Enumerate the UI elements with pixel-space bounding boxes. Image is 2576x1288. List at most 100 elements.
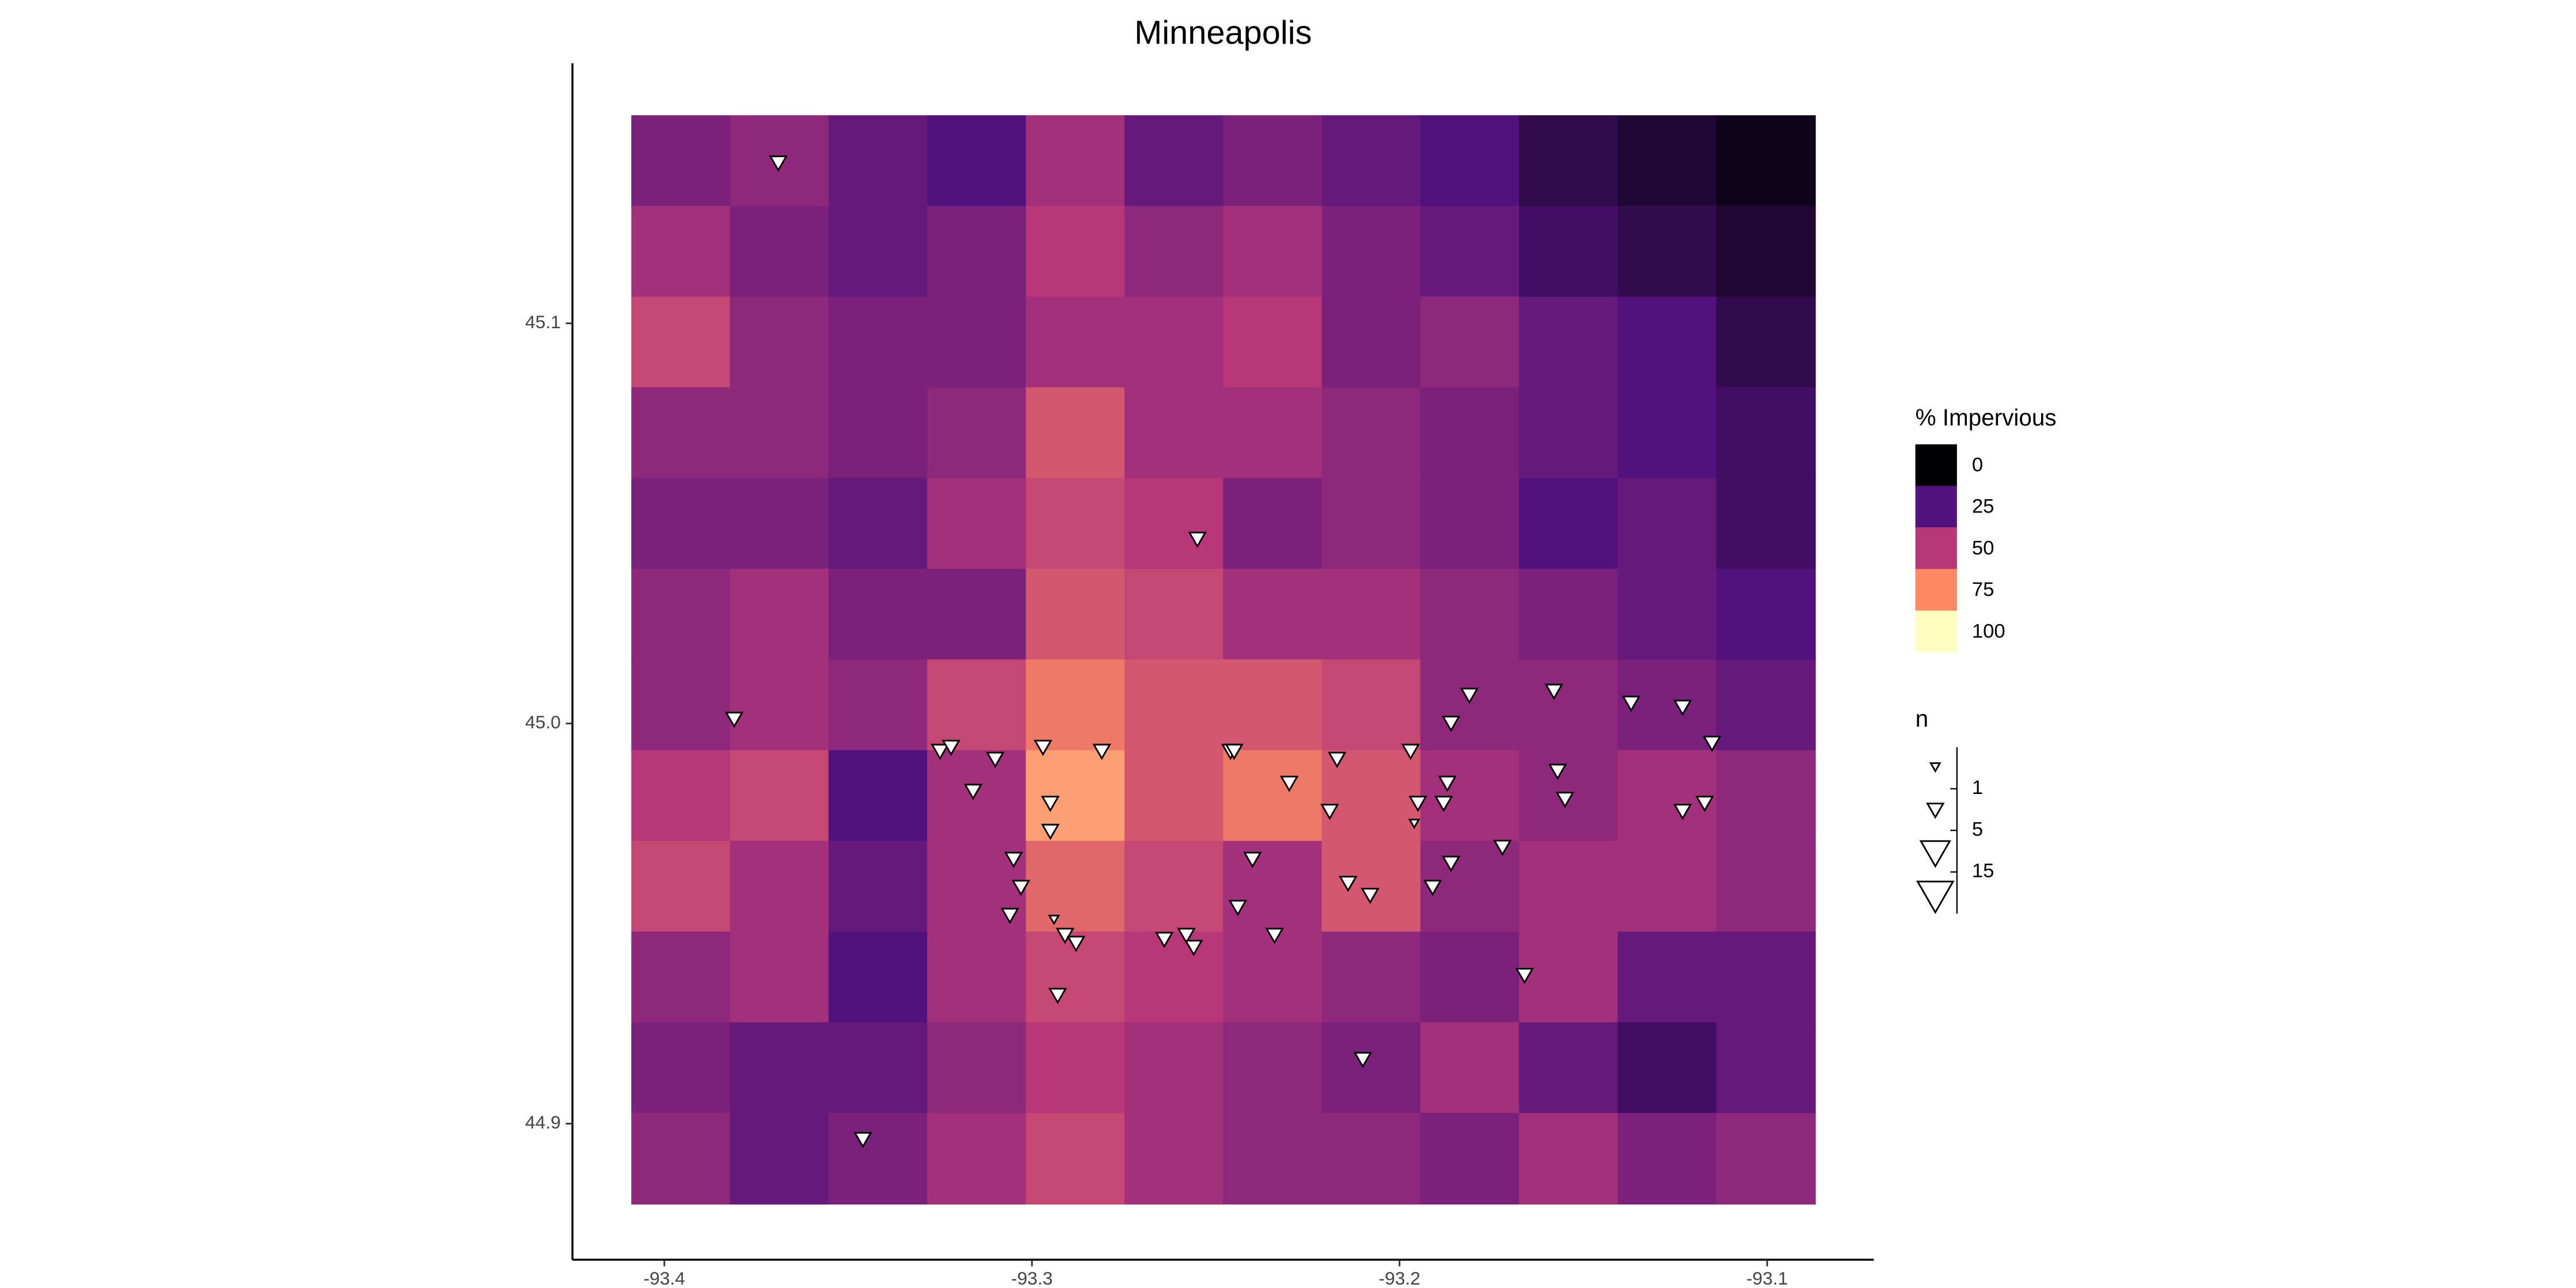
raster-cell [1519, 387, 1619, 479]
raster-cell [1025, 297, 1126, 389]
raster-cell [1321, 568, 1422, 660]
raster-cell [1223, 115, 1323, 207]
raster-cell [1223, 750, 1323, 842]
raster-cell [1519, 478, 1619, 570]
site-marker [1353, 1051, 1373, 1069]
site-marker [1092, 743, 1111, 761]
raster-cell [631, 659, 731, 751]
site-marker [724, 712, 744, 728]
raster-cell [927, 568, 1027, 660]
raster-cell [1124, 206, 1224, 298]
raster-cell [1025, 206, 1126, 298]
site-marker [1177, 928, 1196, 944]
raster-cell [1617, 297, 1718, 389]
raster-cell [1617, 931, 1718, 1023]
raster-cell [1519, 1113, 1619, 1205]
size-legend-label: 5 [1972, 818, 1983, 840]
site-marker [1011, 880, 1031, 896]
x-tick-label: -93.2 [1379, 1268, 1420, 1288]
legend-label: 50 [1972, 537, 1994, 559]
legend-label: 75 [1972, 579, 1994, 601]
site-marker [1184, 940, 1203, 956]
size-legend-key [1926, 803, 1945, 819]
raster-cell [1420, 206, 1520, 298]
site-marker [1673, 804, 1692, 820]
site-marker [1004, 852, 1023, 868]
raster-cell [730, 387, 830, 479]
raster-cell [1223, 841, 1323, 933]
raster-cell [1025, 1113, 1126, 1205]
site-marker [930, 743, 949, 761]
site-marker [986, 751, 1005, 768]
raster-cell [1420, 1113, 1520, 1205]
fill-legend-title: % Impervious [1916, 404, 2057, 431]
raster-cell [829, 206, 928, 298]
size-legend-key [1929, 762, 1942, 773]
raster-cell [1124, 297, 1224, 389]
site-marker [1361, 887, 1380, 905]
site-marker [1188, 531, 1207, 548]
raster-cell [1716, 1113, 1816, 1205]
raster-cell [1519, 568, 1619, 660]
site-marker [1441, 856, 1461, 872]
site-marker [1265, 928, 1284, 944]
raster-cell [1124, 1113, 1224, 1205]
raster-cell [1420, 115, 1520, 207]
raster-cell [1716, 841, 1816, 933]
legend-key [1915, 569, 1957, 611]
raster-cell [1617, 841, 1718, 933]
site-marker [1040, 823, 1060, 841]
y-tick-label: 44.9 [525, 1112, 561, 1133]
raster-cell [927, 1113, 1027, 1205]
raster-cell [829, 1022, 928, 1114]
raster-cell [927, 1022, 1027, 1114]
site-marker [853, 1131, 872, 1149]
raster-cell [1716, 297, 1816, 389]
chart-title: Minneapolis [1134, 14, 1312, 51]
raster-cell [1124, 841, 1224, 933]
raster-cell [1716, 387, 1816, 479]
site-marker [1408, 796, 1427, 812]
raster-cell [829, 659, 928, 751]
raster-cell [927, 931, 1027, 1023]
raster-cell [631, 206, 731, 298]
raster-cell [1025, 1022, 1126, 1114]
raster-cell [1617, 387, 1718, 479]
raster-cell [1321, 841, 1422, 933]
raster-cell [1420, 297, 1520, 389]
raster-cell [730, 478, 830, 570]
raster-cell [631, 931, 731, 1023]
raster-cell [631, 1113, 731, 1205]
raster-cell [1223, 1022, 1323, 1114]
raster-cell [631, 478, 731, 570]
raster-cell [829, 841, 928, 933]
raster-cell [1321, 297, 1422, 389]
raster-cell [1716, 659, 1816, 751]
raster-cell [1519, 1022, 1619, 1114]
raster-cell [1420, 931, 1520, 1023]
raster-cell [1321, 478, 1422, 570]
size-legend-title: n [1916, 705, 1929, 732]
legend-key [1915, 485, 1957, 528]
raster-cell [1617, 115, 1718, 207]
raster-cell [1420, 478, 1520, 570]
site-marker [1034, 739, 1053, 757]
raster-cell [1124, 1022, 1224, 1114]
raster-cell [1223, 387, 1323, 479]
raster-cell [730, 1113, 830, 1205]
raster-cell [730, 206, 830, 298]
raster-cell [1716, 115, 1816, 207]
raster-cell [1420, 387, 1520, 479]
site-marker [1548, 763, 1567, 780]
raster-cell [1519, 841, 1619, 933]
site-marker [1327, 751, 1347, 768]
raster-cell [1420, 659, 1520, 751]
raster-cell [1716, 478, 1816, 570]
raster-cell [1124, 478, 1224, 570]
y-tick-label: 45.0 [525, 712, 561, 732]
site-marker [1621, 696, 1641, 712]
raster-cell [927, 297, 1027, 389]
raster-cell [1025, 115, 1126, 207]
raster-cell [1223, 568, 1323, 660]
